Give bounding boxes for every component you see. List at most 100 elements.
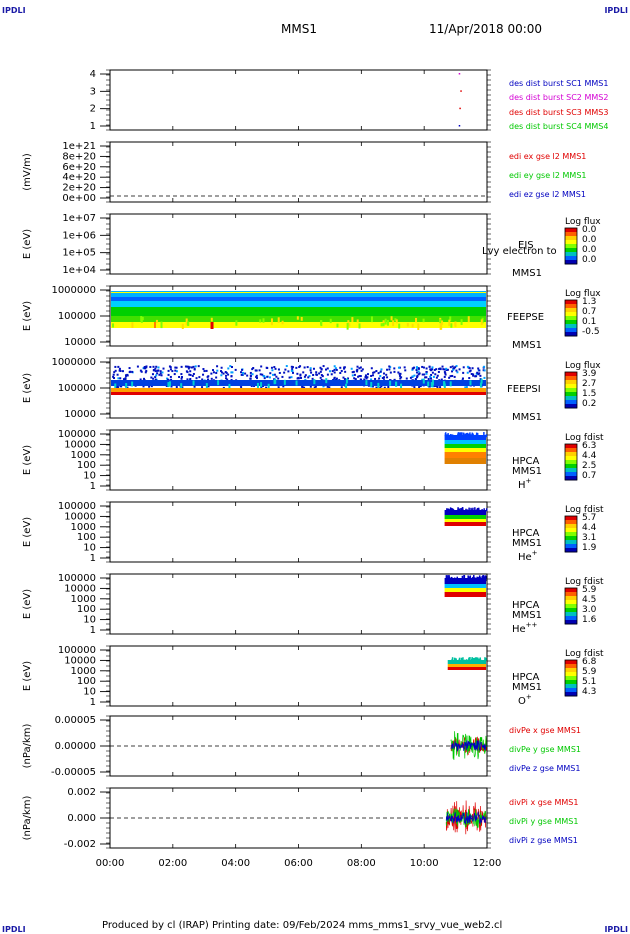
spectrogram-pixel — [361, 368, 364, 371]
y-tick-label: 1000 — [71, 450, 96, 461]
spectrogram-pixel — [343, 377, 346, 380]
spectrogram-pixel — [470, 509, 473, 513]
spectrogram-pixel — [397, 366, 400, 369]
spectrogram-band — [444, 588, 486, 592]
spectrogram-pixel — [167, 382, 170, 388]
spectrogram-pixel — [230, 371, 233, 374]
spectrogram-pixel — [461, 507, 464, 511]
spectrogram-pixel — [139, 369, 142, 372]
y-tick-label: 1e+07 — [62, 213, 96, 224]
spectrogram-pixel — [170, 385, 173, 388]
colorbar-tick: 2.7 — [582, 379, 596, 389]
y-tick-label: 4 — [90, 69, 96, 80]
spectrogram-pixel — [480, 378, 483, 384]
spectrogram-pixel — [383, 386, 386, 389]
spectrogram-feepsi — [111, 365, 486, 395]
data-point — [460, 90, 462, 92]
spectrogram-pixel — [303, 386, 306, 389]
spectrogram-pixel — [460, 319, 463, 326]
spectrogram-pixel — [340, 386, 343, 389]
spectrogram-pixel — [417, 370, 420, 373]
spectrogram-pixel — [168, 365, 171, 368]
spectrogram-pixel — [128, 367, 131, 370]
legend-entry: divPi y gse MMS1 — [509, 817, 578, 826]
spectrogram-pixel — [156, 369, 159, 372]
spectrogram-pixel — [303, 375, 306, 378]
spectrogram-pixel — [451, 365, 454, 368]
spectrogram-pixel — [413, 374, 416, 377]
spectrogram-pixel — [463, 575, 466, 579]
spectrogram-pixel — [437, 370, 440, 373]
spectrogram-pixel — [460, 432, 462, 436]
spectrogram-pixel — [450, 323, 453, 328]
spectrogram-pixel — [144, 371, 147, 374]
spectrogram-pixel — [411, 323, 414, 328]
spacecraft-label: MMS1 — [512, 412, 542, 423]
spectrogram-pixel — [379, 386, 382, 389]
spectrogram-pixel — [474, 510, 477, 514]
spectrogram-pixel — [335, 368, 338, 371]
spectrogram-pixel — [463, 435, 465, 439]
spectrogram-pixel — [382, 323, 385, 327]
colorbar-band — [565, 588, 577, 593]
spectrogram-pixel — [400, 383, 403, 389]
spectrogram-pixel — [203, 370, 206, 373]
spectrogram-pixel — [441, 365, 444, 368]
y-axis-label: E (eV) — [22, 445, 33, 475]
spectrogram-pixel — [465, 508, 467, 512]
spectrogram-pixel — [422, 366, 425, 369]
spectrogram-pixel — [360, 369, 363, 372]
y-axis-label: E (eV) — [22, 661, 33, 691]
spectrogram-pixel — [480, 435, 482, 439]
x-tick-label: 00:00 — [96, 858, 125, 869]
spectrogram-pixel — [141, 316, 144, 321]
spectrogram-pixel — [328, 386, 331, 389]
spectrogram-pixel — [125, 374, 128, 377]
spectrogram-pixel — [188, 366, 191, 369]
spectrogram-pixel — [249, 375, 252, 378]
spectrogram-pixel — [112, 375, 115, 378]
y-tick-label: 1 — [90, 121, 96, 132]
spectrogram-pixel — [189, 377, 192, 380]
spectrogram-pixel — [148, 385, 151, 388]
colorbar-band — [565, 324, 577, 329]
spectrogram-pixel — [461, 377, 464, 380]
panel-frame-hpca_he — [109, 501, 488, 563]
spectrogram-pixel — [474, 507, 476, 511]
colorbar-band — [565, 536, 577, 541]
spectrogram-pixel — [333, 371, 336, 374]
spectrogram-pixel — [455, 658, 457, 662]
spectrogram-pixel — [479, 374, 482, 377]
spectrogram-pixel — [470, 372, 473, 375]
spectrogram-pixel — [229, 365, 232, 368]
spectrogram-pixel — [414, 378, 417, 381]
colorbar-tick: 6.8 — [582, 657, 597, 667]
spectrogram-pixel — [300, 376, 303, 379]
spectrogram-pixel — [260, 386, 263, 389]
spectrogram-pixel — [227, 367, 230, 370]
spectrogram-pixel — [441, 320, 444, 325]
spectrogram-pixel — [282, 385, 285, 388]
spectrogram-pixel — [185, 318, 188, 326]
spectrogram-pixel — [468, 576, 470, 580]
spectrogram-pixel — [283, 371, 286, 374]
series-line — [450, 740, 487, 752]
spectrogram-pixel — [448, 575, 450, 579]
x-tick-label: 10:00 — [410, 858, 439, 869]
spectrogram-pixel — [382, 372, 385, 375]
spectrogram-pixel — [159, 370, 162, 373]
spectrogram-pixel — [421, 365, 424, 368]
spectrogram-pixel — [418, 386, 421, 389]
spectrogram-pixel — [449, 577, 452, 581]
colorbar-band — [565, 396, 577, 401]
spectrogram-pixel — [169, 375, 172, 378]
spectrogram-pixel — [142, 385, 145, 388]
colorbar-hpca_h — [564, 443, 578, 481]
corner-label-bottom-right: IPDLI — [604, 925, 628, 934]
spectrogram-pixel — [466, 435, 469, 439]
spectrogram-pixel — [386, 319, 389, 326]
colorbar-band — [565, 236, 577, 241]
colorbar-band — [565, 316, 577, 321]
spectrogram-pixel — [167, 369, 170, 372]
spectrogram-pixel — [311, 377, 314, 380]
